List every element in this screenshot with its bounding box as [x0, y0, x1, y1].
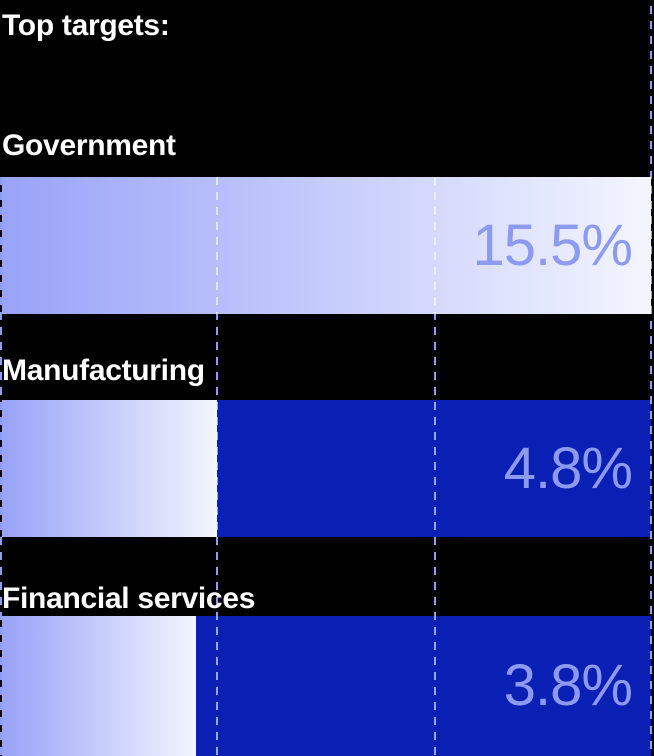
gridline-left-edge: [0, 177, 2, 756]
bar-financial-services-gradient-segment: [2, 616, 196, 756]
chart-title: Top targets:: [2, 9, 170, 42]
bar-manufacturing-gradient-segment: [2, 400, 217, 537]
gridline-right-edge: [650, 6, 652, 756]
category-label-manufacturing: Manufacturing: [2, 354, 205, 387]
bar-government-gradient-segment: [2, 177, 651, 314]
value-label-government: 15.5%: [472, 212, 633, 278]
bar-financial-services: 3.8%: [2, 616, 651, 756]
bar-government: 15.5%: [2, 177, 651, 314]
value-label-manufacturing: 4.8%: [503, 435, 633, 501]
bar-financial-services-dark-segment: [196, 616, 651, 756]
gridline-two-thirds: [434, 177, 436, 756]
bar-manufacturing: 4.8%: [2, 400, 651, 537]
value-label-financial-services: 3.8%: [503, 653, 633, 718]
category-label-government: Government: [2, 129, 176, 162]
gridline-one-third: [216, 177, 218, 756]
category-label-financial-services: Financial services: [2, 582, 256, 615]
